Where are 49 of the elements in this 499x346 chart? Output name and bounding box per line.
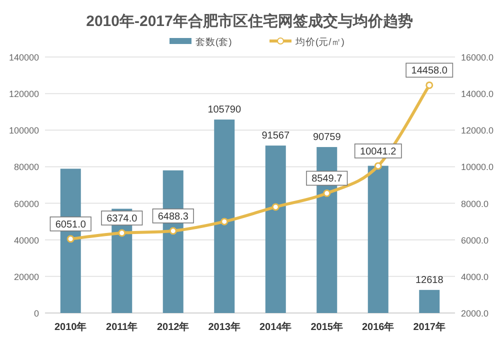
bar <box>214 120 235 313</box>
data-label: 12618 <box>415 274 444 286</box>
point <box>323 189 331 197</box>
x-tick-label: 2013年 <box>208 321 240 333</box>
y2-tick-label: 4000.0 <box>461 272 489 282</box>
data-label: 8549.7 <box>312 174 343 185</box>
data-label: 6051.0 <box>55 219 86 230</box>
point <box>66 235 74 243</box>
point <box>374 162 382 170</box>
x-tick-label: 2011年 <box>106 321 138 333</box>
legend-label: 均价(元/㎡) <box>294 36 344 48</box>
bar <box>265 146 286 313</box>
data-label: 105790 <box>208 104 242 116</box>
bar <box>368 166 388 313</box>
legend-label: 套数(套) <box>196 36 232 48</box>
y2-tick-label: 16000.0 <box>461 52 494 62</box>
x-tick-label: 2017年 <box>413 321 446 333</box>
y-tick-label: 120000 <box>8 89 39 100</box>
x-tick-label: 2010年 <box>54 321 87 333</box>
data-label: 14458.0 <box>411 66 448 77</box>
x-tick-label: 2014年 <box>260 321 292 333</box>
data-label: 6374.0 <box>106 214 138 225</box>
y2-tick-label: 12000.0 <box>461 126 494 136</box>
y-tick-label: 40000 <box>14 235 39 246</box>
y-tick-label: 80000 <box>14 162 39 172</box>
y2-tick-label: 8000.0 <box>461 198 489 209</box>
point <box>426 81 434 89</box>
y-tick-label: 140000 <box>8 52 39 62</box>
data-label: 10041.2 <box>360 146 397 158</box>
data-label: 91567 <box>262 130 290 142</box>
point <box>118 229 126 237</box>
point <box>169 227 177 235</box>
x-tick-label: 2016年 <box>362 321 394 333</box>
y2-tick-label: 6000.0 <box>461 235 489 246</box>
point <box>272 203 280 211</box>
y2-tick-label: 14000.0 <box>461 89 494 100</box>
data-label: 90759 <box>312 132 342 144</box>
bar <box>419 290 440 313</box>
y-tick-label: 0 <box>34 308 39 318</box>
chart-title: 2010年-2017年合肥市区住宅网签成交与均价趋势 <box>86 12 413 30</box>
y2-tick-label: 2000.0 <box>461 308 489 318</box>
y2-tick-label: 10000.0 <box>461 162 494 172</box>
data-label: 6488.3 <box>158 211 189 222</box>
y-tick-label: 20000 <box>14 272 39 282</box>
y-tick-label: 60000 <box>14 198 39 209</box>
x-tick-label: 2012年 <box>157 321 190 333</box>
x-tick-label: 2015年 <box>310 321 343 333</box>
y-tick-label: 100000 <box>8 126 39 136</box>
point <box>220 218 228 226</box>
